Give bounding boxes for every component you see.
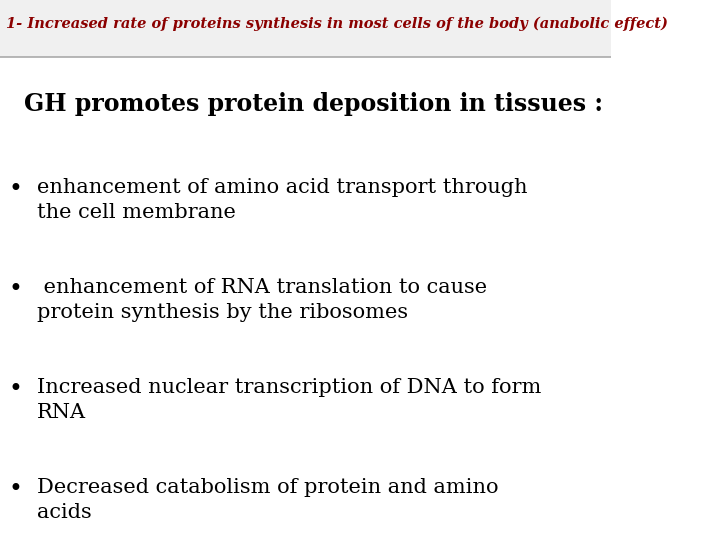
Text: Decreased catabolism of protein and amino
acids: Decreased catabolism of protein and amin… [37, 478, 498, 522]
Text: enhancement of amino acid transport through
the cell membrane: enhancement of amino acid transport thro… [37, 178, 527, 222]
Text: 1- Increased rate of proteins synthesis in most cells of the body (anabolic effe: 1- Increased rate of proteins synthesis … [6, 17, 668, 31]
Text: Increased nuclear transcription of DNA to form
RNA: Increased nuclear transcription of DNA t… [37, 378, 541, 422]
Text: GH promotes protein deposition in tissues :: GH promotes protein deposition in tissue… [24, 92, 603, 116]
Text: •: • [9, 378, 22, 401]
Text: enhancement of RNA translation to cause
protein synthesis by the ribosomes: enhancement of RNA translation to cause … [37, 278, 487, 322]
Text: •: • [9, 178, 22, 201]
Text: •: • [9, 478, 22, 501]
Bar [0, 0, 611, 57]
Text: •: • [9, 278, 22, 301]
